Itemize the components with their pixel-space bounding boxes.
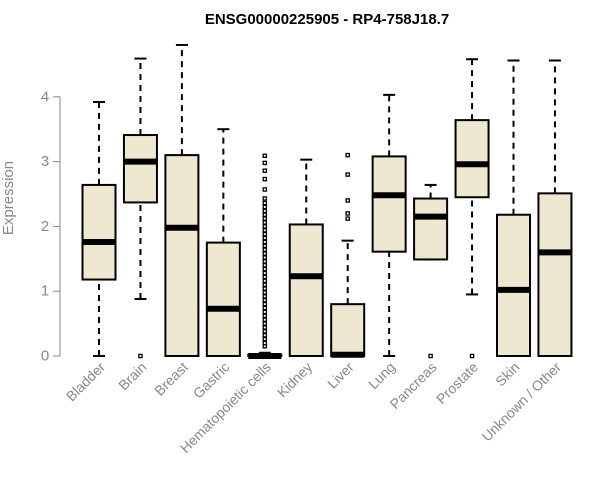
box [537,192,573,357]
outlier-point [262,329,268,334]
box [288,223,324,357]
outlier-point [262,309,268,315]
outlier-point [345,211,350,216]
outlier-point [262,239,268,245]
y-axis: 0 1 2 3 4 [41,88,61,365]
box-group [122,57,158,359]
plot-area [81,43,573,359]
outlier-point [262,282,268,287]
y-tick-label: 0 [41,348,49,365]
outlier-point [262,274,268,280]
outlier-point [262,231,268,237]
outlier-point [345,198,350,203]
outlier-point [262,200,268,206]
x-tick-label: Liver [324,359,357,392]
outlier-point [262,294,268,299]
outlier-point [262,286,268,291]
outlier-point [262,325,268,330]
y-axis-label: Expression [0,161,17,235]
x-tick-label: Breast [151,359,191,399]
outlier-point [262,228,268,233]
outlier-point [262,204,268,210]
box-group [330,152,366,358]
outlier-point [469,353,475,359]
outlier-point [262,208,268,214]
box-group [537,59,573,357]
box [164,154,200,357]
box-group [496,59,531,357]
outlier-point [262,176,268,182]
outlier-point [262,251,268,256]
box-group [164,43,200,357]
chart-title: ENSG00000225905 - RP4-758J18.7 [205,11,449,28]
box-group [205,128,241,358]
box [81,183,117,281]
outlier-point [262,317,268,322]
x-tick-label: Skin [492,359,523,390]
outlier-point [262,247,268,252]
outlier-point [262,333,268,338]
x-tick-label: Brain [115,359,149,393]
outlier-point [262,313,268,319]
box [454,119,490,199]
outlier-point [262,187,268,192]
box-group [247,153,283,359]
outlier-point [262,160,268,166]
x-tick-label: Unknown / Other [478,359,564,445]
y-tick-label: 3 [41,153,49,170]
outlier-point [262,266,268,272]
outlier-point [262,259,268,264]
box [205,241,241,358]
x-tick-label: Prostate [433,359,481,407]
box [122,134,158,204]
outlier-point [262,153,268,159]
y-tick-label: 2 [41,218,49,235]
y-tick-label: 4 [41,88,49,105]
outlier-point [428,353,433,359]
box-group [454,58,490,359]
box [371,155,407,253]
box [496,213,531,357]
outlier-point [262,216,268,221]
outlier-point [262,298,268,303]
box [413,197,449,261]
outlier-point [262,168,268,173]
outlier-point [262,340,268,346]
box [330,303,366,358]
outlier-point [262,305,268,311]
outlier-point [262,278,268,284]
box-group [413,183,449,359]
outlier-point [262,321,268,326]
outlier-point [262,235,268,241]
box-group [371,93,407,357]
box-group [81,100,117,357]
outlier-point [262,212,268,217]
outlier-point [262,243,268,249]
outlier-point [262,290,268,295]
box-group [288,158,324,357]
outlier-point [138,353,143,359]
outlier-point [345,152,350,158]
outlier-point [262,270,268,276]
outlier-point [262,336,268,342]
outlier-point [345,216,350,221]
x-tick-label: Kidney [274,359,316,401]
outlier-point [262,301,268,307]
outlier-point [262,196,268,201]
x-tick-label: Lung [365,359,398,392]
y-tick-label: 1 [41,283,49,300]
outlier-point [262,224,268,229]
outlier-point [345,172,350,177]
outlier-point [262,220,268,225]
outlier-point [262,255,268,260]
x-tick-label: Bladder [63,359,109,405]
outlier-point [262,263,268,268]
